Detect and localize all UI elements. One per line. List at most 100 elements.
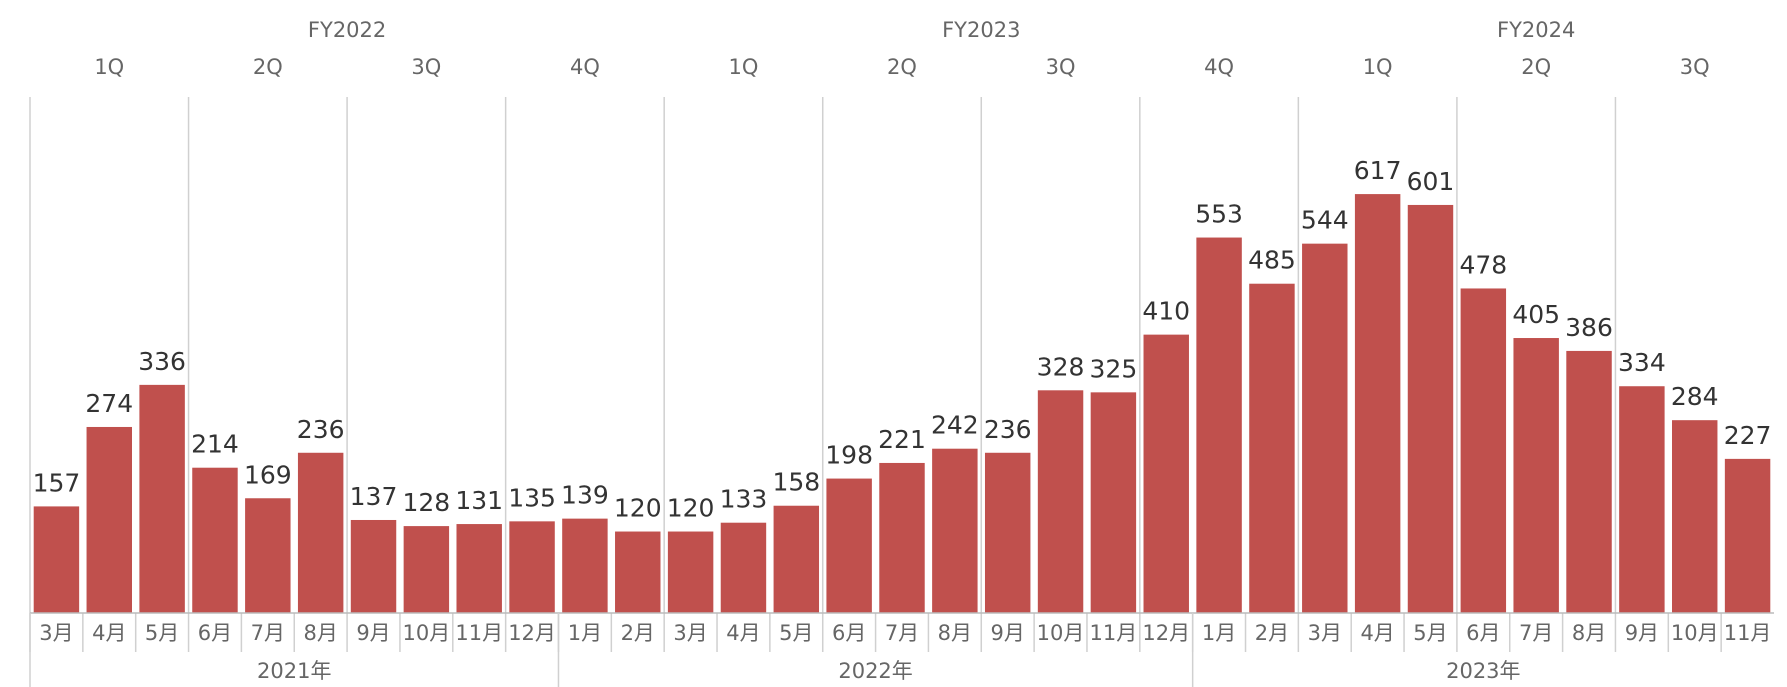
data-label: 131 — [455, 486, 503, 515]
data-label: 139 — [561, 481, 609, 510]
quarter-label: 3Q — [411, 55, 441, 79]
bar — [297, 452, 344, 613]
bar — [1566, 350, 1612, 613]
data-label: 169 — [244, 460, 292, 489]
bar — [1724, 458, 1771, 613]
data-label: 336 — [138, 347, 186, 376]
data-label: 135 — [508, 483, 556, 512]
bar — [984, 452, 1031, 613]
data-label: 617 — [1354, 156, 1402, 185]
x-tick-label: 5月 — [1413, 621, 1447, 645]
x-tick-label: 2月 — [621, 621, 655, 645]
x-tick-label: 1月 — [568, 621, 602, 645]
data-label: 328 — [1037, 352, 1085, 381]
bar — [86, 426, 132, 613]
x-tick-label: 8月 — [938, 621, 972, 645]
quarter-label: 2Q — [253, 55, 283, 79]
bar — [139, 384, 185, 613]
x-tick-label: 3月 — [1308, 621, 1342, 645]
x-tick-label: 4月 — [1360, 621, 1394, 645]
bar — [1143, 334, 1189, 613]
x-tick-label: 7月 — [885, 621, 919, 645]
bar — [773, 505, 820, 613]
year-label: 2022年 — [838, 659, 912, 683]
data-label: 236 — [984, 415, 1032, 444]
quarter-label: 1Q — [729, 55, 759, 79]
data-label: 284 — [1671, 382, 1719, 411]
x-tick-label: 6月 — [198, 621, 232, 645]
quarter-label: 4Q — [1204, 55, 1234, 79]
bar — [33, 506, 80, 613]
data-label: 386 — [1565, 313, 1613, 342]
bar — [1302, 243, 1348, 613]
bar — [1460, 288, 1507, 613]
x-tick-label: 8月 — [1572, 621, 1606, 645]
x-tick-label: 4月 — [726, 621, 760, 645]
bar — [1196, 237, 1242, 613]
quarter-label: 1Q — [1363, 55, 1393, 79]
fiscal-year-label: FY2023 — [942, 18, 1020, 42]
year-label: 2021年 — [257, 659, 331, 683]
x-tick-label: 7月 — [1519, 621, 1553, 645]
data-label: 553 — [1195, 200, 1243, 229]
bar — [350, 519, 397, 613]
quarter-label: 1Q — [94, 55, 124, 79]
data-label: 227 — [1724, 421, 1772, 450]
data-label: 158 — [772, 468, 820, 497]
bar — [509, 521, 555, 613]
bar — [1354, 194, 1401, 613]
x-tick-label: 4月 — [92, 621, 126, 645]
x-tick-label: 3月 — [39, 621, 73, 645]
data-label: 334 — [1618, 348, 1666, 377]
bar — [879, 462, 925, 613]
bar — [1249, 283, 1295, 613]
x-tick-label: 9月 — [356, 621, 390, 645]
x-tick-label: 2月 — [1255, 621, 1289, 645]
data-label: 601 — [1407, 167, 1455, 196]
data-label: 120 — [667, 494, 715, 523]
x-tick-label: 6月 — [1466, 621, 1500, 645]
bar — [826, 478, 872, 613]
data-label: 214 — [191, 430, 239, 459]
bar — [720, 522, 767, 613]
data-label: 137 — [350, 482, 398, 511]
bar — [1407, 204, 1454, 613]
data-label: 128 — [403, 488, 451, 517]
quarter-label: 2Q — [887, 55, 917, 79]
x-tick-label: 10月 — [1037, 621, 1085, 645]
data-label: 157 — [33, 468, 81, 497]
data-label: 198 — [825, 441, 873, 470]
data-label: 485 — [1248, 246, 1296, 275]
x-tick-label: 5月 — [779, 621, 813, 645]
bar — [1090, 392, 1137, 613]
data-label: 236 — [297, 415, 345, 444]
quarter-label: 3Q — [1046, 55, 1076, 79]
x-tick-label: 12月 — [508, 621, 556, 645]
quarter-label: 2Q — [1521, 55, 1551, 79]
bar — [245, 498, 291, 613]
x-tick-label: 7月 — [251, 621, 285, 645]
bar — [192, 467, 238, 613]
bar — [403, 526, 450, 613]
x-tick-label: 5月 — [145, 621, 179, 645]
bar — [456, 524, 502, 613]
fiscal-year-label: FY2022 — [308, 18, 386, 42]
bar — [1672, 420, 1718, 613]
bar — [562, 518, 608, 613]
bar — [1619, 386, 1665, 613]
x-tick-label: 10月 — [1671, 621, 1719, 645]
x-tick-label: 11月 — [1090, 621, 1138, 645]
x-tick-label: 11月 — [1724, 621, 1772, 645]
bar — [932, 448, 978, 613]
data-label: 478 — [1459, 250, 1507, 279]
data-label: 405 — [1512, 300, 1560, 329]
bar — [667, 531, 714, 613]
bar — [615, 531, 661, 613]
x-tick-label: 10月 — [402, 621, 450, 645]
data-label: 274 — [85, 389, 133, 418]
x-tick-label: 8月 — [303, 621, 337, 645]
x-tick-label: 9月 — [1625, 621, 1659, 645]
bar — [1513, 338, 1559, 613]
x-tick-label: 12月 — [1142, 621, 1190, 645]
